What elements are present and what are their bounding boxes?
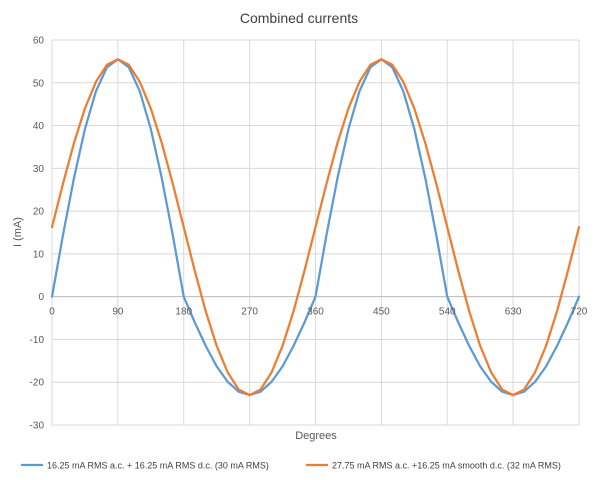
- x-tick-label: 180: [175, 307, 192, 318]
- x-tick-label: 630: [505, 307, 522, 318]
- x-tick-label: 450: [373, 307, 390, 318]
- x-tick-label: 360: [307, 307, 324, 318]
- y-tick-label: 20: [33, 207, 45, 218]
- y-tick-labels: -30 -20 -10 0 10 20 30 40 50 60: [30, 36, 45, 432]
- y-tick-label: 60: [33, 36, 45, 47]
- series-line-1: [50, 58, 581, 397]
- x-tick-label: 720: [571, 307, 588, 318]
- y-tick-label: 10: [33, 249, 45, 260]
- legend: 16.25 mA RMS a.c. + 16.25 mA RMS d.c. (3…: [21, 461, 561, 471]
- y-tick-label: 30: [33, 164, 45, 175]
- x-tick-labels: 0 90 180 270 360 450 540 630 720: [49, 307, 588, 318]
- series-layer: [50, 58, 581, 397]
- x-axis-title: Degrees: [295, 430, 337, 442]
- legend-label-1: 16.25 mA RMS a.c. + 16.25 mA RMS d.c. (3…: [47, 461, 269, 471]
- y-tick-label: 50: [33, 78, 45, 89]
- chart-title: Combined currents: [240, 10, 358, 26]
- x-tick-label: 90: [112, 307, 124, 318]
- y-tick-label: -10: [30, 335, 45, 346]
- x-tick-label: 540: [439, 307, 456, 318]
- legend-label-2: 27.75 mA RMS a.c. +16.25 mA smooth d.c. …: [332, 461, 561, 471]
- gridlines: [51, 39, 580, 426]
- y-tick-label: -20: [30, 378, 45, 389]
- x-tick-label: 270: [241, 307, 258, 318]
- y-tick-label: 40: [33, 121, 45, 132]
- series-line-2: [50, 58, 581, 397]
- y-tick-label: 0: [38, 292, 44, 303]
- y-tick-label: -30: [30, 421, 45, 432]
- x-tick-label: 0: [49, 307, 55, 318]
- y-axis-title: I (mA): [12, 217, 24, 247]
